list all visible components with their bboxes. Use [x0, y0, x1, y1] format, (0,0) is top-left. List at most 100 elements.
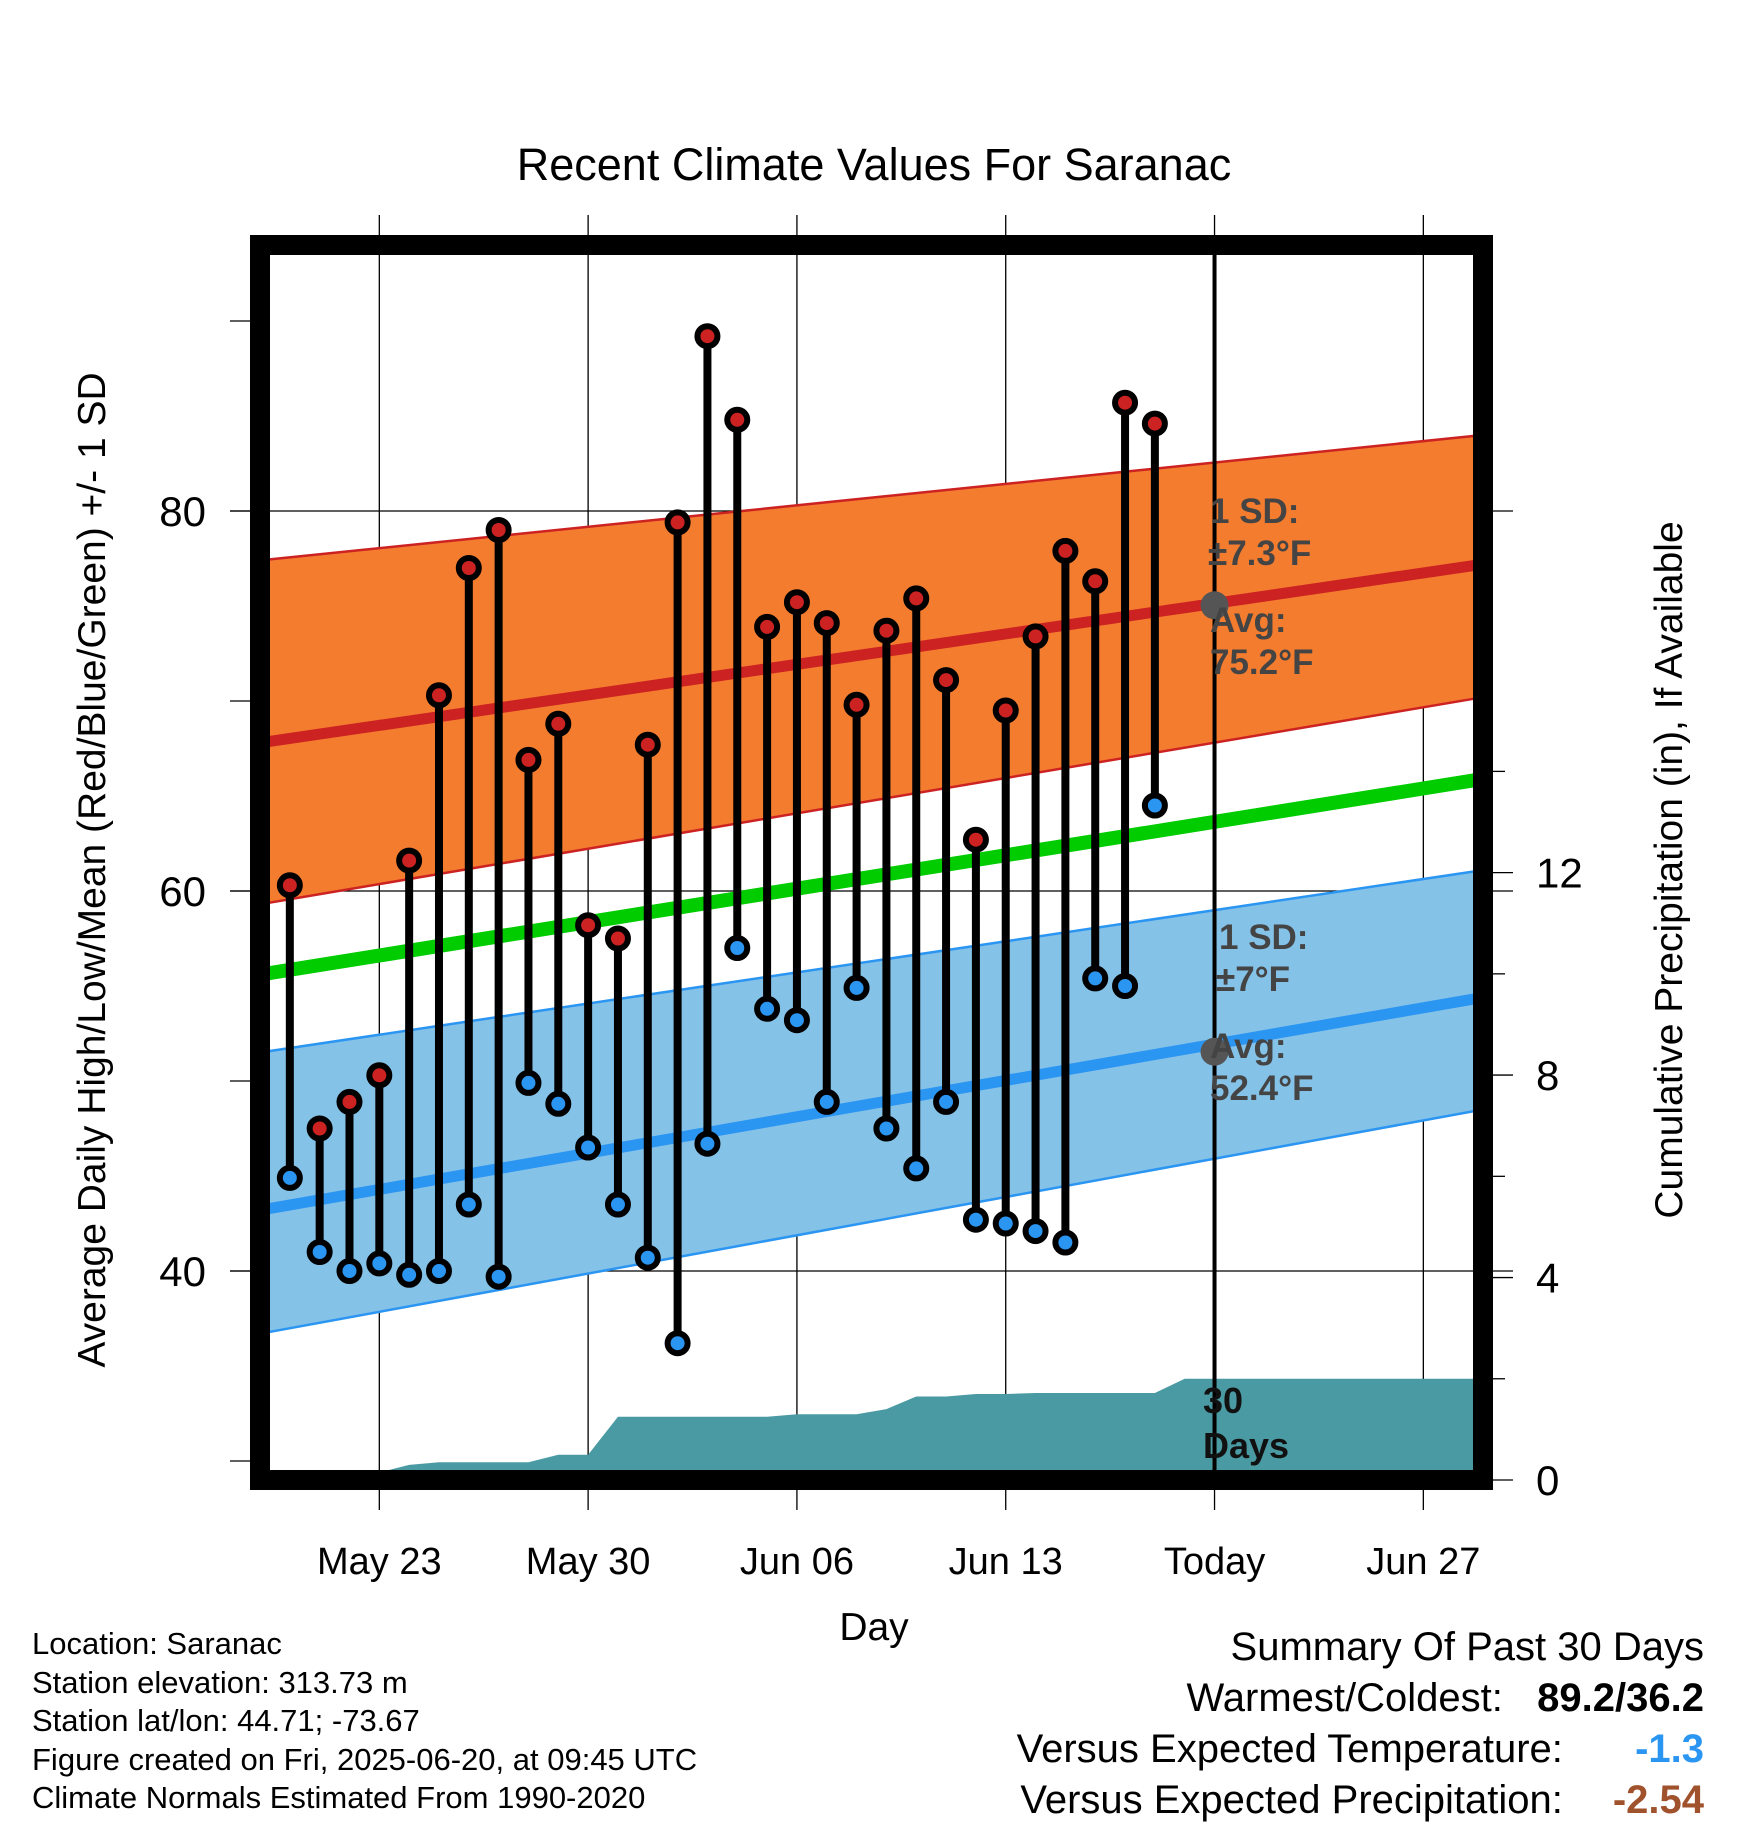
low-sd-value: ±7°F: [1216, 960, 1290, 999]
high-point: [306, 1115, 333, 1142]
location-text: Location: Saranac: [32, 1626, 282, 1661]
high-point: [873, 617, 900, 644]
chart-title: Recent Climate Values For Saranac: [517, 139, 1232, 190]
summary-title: Summary Of Past 30 Days: [1230, 1625, 1704, 1669]
low-point: [843, 974, 870, 1001]
temp-anomaly-value: -1.3: [1635, 1727, 1704, 1771]
summary-precip-row: Versus Expected Precipitation: -2.54: [1017, 1775, 1704, 1826]
normals-text: Climate Normals Estimated From 1990-2020: [32, 1780, 646, 1815]
high-point: [724, 406, 751, 433]
high-point: [962, 826, 989, 853]
low-point: [754, 995, 781, 1022]
low-point: [306, 1239, 333, 1265]
warmest-label: Warmest/Coldest:: [1186, 1676, 1503, 1720]
x-tick-label: Jun 13: [949, 1541, 1063, 1583]
precipitation-area: [349, 1378, 1483, 1480]
low-point: [1052, 1229, 1079, 1256]
high-point: [1112, 389, 1139, 416]
low-point: [515, 1069, 542, 1096]
high-point: [843, 691, 870, 718]
x-axis-label: Day: [839, 1606, 909, 1649]
low-avg-value: 52.4°F: [1210, 1069, 1314, 1108]
high-point: [485, 517, 512, 543]
y-tick-label: 80: [159, 488, 206, 535]
high-sd-lower-line: [259, 695, 1484, 906]
high-point: [933, 667, 960, 694]
low-point: [783, 1007, 810, 1034]
high-sd-band: [260, 435, 1483, 905]
low-sd-lower-line: [259, 1108, 1484, 1335]
y-tick-label: 40: [159, 1248, 206, 1295]
created-text: Figure created on Fri, 2025-06-20, at 09…: [32, 1741, 698, 1777]
mean-line: [258, 771, 1485, 982]
high-point: [1082, 568, 1109, 595]
low-point: [992, 1210, 1019, 1237]
low-point: [366, 1250, 393, 1277]
high-point: [366, 1062, 393, 1089]
low-avg-line: [259, 991, 1484, 1216]
low-point: [455, 1191, 482, 1218]
low-point: [933, 1088, 960, 1115]
y2-tick-label: 8: [1536, 1052, 1559, 1099]
low-point: [425, 1258, 452, 1284]
low-point: [1022, 1218, 1049, 1245]
high-point: [813, 610, 840, 637]
high-point: [754, 613, 781, 640]
high-point: [336, 1088, 363, 1115]
y2-tick-label: 12: [1536, 850, 1583, 897]
high-point: [664, 509, 691, 536]
low-point: [962, 1206, 989, 1233]
high-point: [992, 697, 1019, 724]
x-tick-label: May 23: [317, 1541, 442, 1583]
x-tick-label: Today: [1164, 1541, 1265, 1583]
high-point: [545, 710, 572, 737]
summary-panel: Summary Of Past 30 Days Warmest/Coldest:…: [1017, 1622, 1704, 1826]
low-point: [813, 1088, 840, 1115]
low-point: [396, 1261, 423, 1288]
y2-axis-label: Cumulative Precipitation (in), If Availa…: [1648, 521, 1691, 1218]
summary-warmest-row: Warmest/Coldest: 89.2/36.2: [1017, 1673, 1705, 1724]
high-point: [694, 323, 721, 350]
high-point: [455, 555, 482, 581]
low-point: [1082, 965, 1109, 992]
low-point: [1112, 973, 1139, 999]
precip-label: Versus Expected Precipitation:: [1020, 1778, 1563, 1822]
low-point: [694, 1130, 721, 1157]
high-point: [575, 912, 602, 939]
low-avg-today-marker: [1200, 1037, 1229, 1066]
y-axis-label: Average Daily High/Low/Mean (Red/Blue/Gr…: [71, 372, 114, 1367]
low-point: [873, 1115, 900, 1142]
elevation-text: Station elevation: 313.73 m: [32, 1664, 408, 1700]
y2-tick-label: 0: [1536, 1457, 1559, 1504]
y2-tick-label: 4: [1536, 1255, 1559, 1302]
low-point: [575, 1134, 602, 1161]
precip-anomaly-value: -2.54: [1612, 1778, 1704, 1822]
high-point: [783, 589, 810, 616]
temp-label: Versus Expected Temperature:: [1016, 1727, 1563, 1771]
low-point: [336, 1258, 363, 1284]
high-avg-value: 75.2°F: [1210, 643, 1314, 682]
high-point: [515, 746, 542, 773]
x-tick-label: Jun 06: [740, 1541, 854, 1583]
high-avg-label: Avg:: [1210, 601, 1286, 640]
high-point: [604, 925, 631, 952]
low-point: [1141, 792, 1168, 819]
station-info: Location: Saranac Station elevation: 313…: [32, 1625, 697, 1818]
summary-temp-row: Versus Expected Temperature: -1.3: [1017, 1724, 1704, 1775]
high-avg-line: [259, 558, 1484, 749]
high-point: [1022, 623, 1049, 650]
high-sd-value: ±7.3°F: [1208, 534, 1311, 573]
high-avg-today-marker: [1200, 591, 1229, 620]
x-tick-label: Jun 27: [1366, 1541, 1480, 1583]
high-point: [276, 872, 303, 899]
low-sd-upper-line: [259, 868, 1484, 1054]
high-point: [425, 682, 452, 709]
high-point: [634, 731, 661, 758]
y-tick-label: 60: [159, 868, 206, 915]
high-sd-upper-line: [259, 433, 1484, 562]
low-point: [276, 1164, 303, 1191]
high-point: [396, 847, 423, 874]
low-point: [664, 1330, 691, 1357]
